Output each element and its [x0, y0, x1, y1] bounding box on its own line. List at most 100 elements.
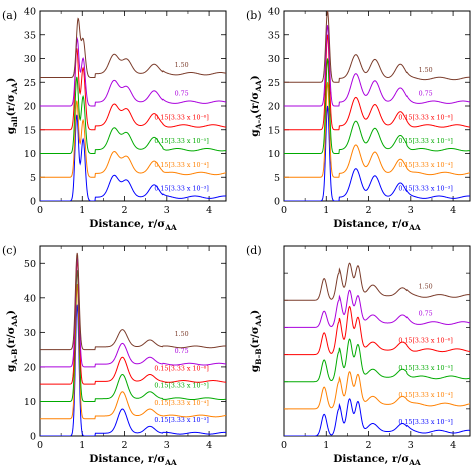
series-line — [284, 305, 470, 356]
panel-label: (b) — [246, 9, 262, 22]
series-line — [40, 48, 226, 131]
y-tick-label: 20 — [268, 102, 280, 113]
x-axis-label-sub: AA — [164, 458, 177, 466]
x-tick-label: 1 — [79, 205, 85, 216]
y-tick-label: 5 — [274, 173, 280, 184]
x-tick-label: 3 — [164, 205, 170, 216]
series-line — [40, 270, 226, 402]
x-axis-label-sub: AA — [408, 223, 421, 232]
y-axis-label: gall(r/σAA) — [5, 78, 19, 135]
x-tick-label: 1 — [79, 440, 85, 451]
x-axis-label: Distance, r/σAA — [89, 218, 177, 232]
y-tick-label: 25 — [268, 78, 280, 89]
series-label: 0.15[3.33 x 10⁻³] — [154, 186, 208, 193]
series-label: 1.50 — [419, 283, 433, 290]
series-label: 0.15[3.33 x 10⁻⁵] — [154, 383, 208, 390]
series-line — [40, 114, 226, 201]
series-label: 0.15[3.33 x 10⁻⁵] — [398, 138, 452, 145]
y-tick-label: 0 — [30, 197, 36, 208]
series-line — [40, 100, 226, 178]
series-label: 0.15[3.33 x 10⁻³] — [154, 417, 208, 424]
series-line — [284, 82, 470, 178]
x-tick-label: 3 — [164, 440, 170, 451]
series-line — [284, 34, 470, 131]
x-axis-label-sub: AA — [164, 223, 177, 232]
series-label: 0.15[3.33 x 10⁻⁶] — [398, 114, 452, 121]
y-tick-label: 10 — [24, 149, 36, 160]
panel-label: (d) — [246, 244, 262, 257]
series-line — [284, 289, 470, 328]
y-tick-label: 20 — [24, 362, 36, 373]
series-line — [40, 76, 226, 154]
x-tick-label: 4 — [450, 440, 456, 451]
x-tick-label: 4 — [206, 440, 212, 451]
series-line — [40, 36, 226, 107]
y-tick-label: 50 — [24, 259, 36, 270]
y-tick-label: 15 — [268, 125, 280, 136]
series-line — [284, 11, 470, 83]
series-label: 0.75 — [175, 91, 189, 98]
series-label: 0.75 — [175, 348, 189, 355]
x-tick-label: 1 — [323, 440, 329, 451]
y-axis-label: gA–A(r/σAA) — [249, 75, 263, 136]
y-tick-label: 25 — [24, 78, 36, 89]
y-axis-label: gA–B(r/σAA) — [5, 310, 19, 372]
y-tick-label: 30 — [268, 54, 280, 65]
series-label: 0.15[3.33 x 10⁻⁶] — [154, 365, 208, 372]
series-label: 0.15[3.33 x 10⁻⁶] — [398, 338, 452, 345]
y-tick-label: 10 — [268, 149, 280, 160]
series-line — [40, 252, 226, 351]
panel-label: (a) — [2, 9, 17, 22]
x-axis-label: Distance, r/σAA — [89, 453, 177, 466]
y-tick-label: 15 — [24, 125, 36, 136]
series-label: 1.50 — [419, 67, 433, 74]
series-line — [40, 259, 226, 385]
series-line — [40, 256, 226, 368]
plot-frame-c — [39, 245, 227, 437]
y-tick-label: 35 — [24, 30, 36, 41]
y-tick-label: 0 — [274, 197, 280, 208]
series-line — [284, 371, 470, 410]
y-tick-label: 40 — [24, 7, 36, 18]
series-label: 1.50 — [175, 331, 189, 338]
plot-frame-d — [283, 245, 471, 437]
series-label: 0.15[3.33 x 10⁻⁴] — [154, 162, 208, 169]
x-tick-label: 0 — [281, 205, 287, 216]
series-line — [40, 283, 226, 420]
x-tick-label: 0 — [281, 440, 287, 451]
x-tick-label: 3 — [408, 440, 414, 451]
series-label: 0.15[3.33 x 10⁻⁶] — [154, 114, 208, 121]
x-tick-label: 0 — [37, 205, 43, 216]
series-label: 0.15[3.33 x 10⁻³] — [398, 186, 452, 193]
x-axis-label-sub: AA — [408, 458, 421, 466]
y-tick-label: 40 — [268, 7, 280, 18]
series-label: 0.15[3.33 x 10⁻⁴] — [154, 400, 208, 407]
y-tick-label: 10 — [24, 397, 36, 408]
series-label: 0.15[3.33 x 10⁻⁴] — [398, 162, 452, 169]
series-line — [40, 304, 226, 436]
series-label: 0.15[3.33 x 10⁻⁵] — [398, 365, 452, 372]
series-label: 0.75 — [419, 310, 433, 317]
x-tick-label: 3 — [408, 205, 414, 216]
x-tick-label: 4 — [450, 205, 456, 216]
series-label: 0.15[3.33 x 10⁻⁵] — [154, 138, 208, 145]
x-tick-label: 2 — [122, 205, 128, 216]
series-label: 1.50 — [175, 62, 189, 69]
panel-d: 0 1 2 3 4 0.15[3.33 x 10⁻³] 0.15[3.33 x 10⁻⁴] 0… — [246, 244, 471, 466]
panel-label: (c) — [2, 244, 17, 257]
series-label: 0.75 — [419, 91, 433, 98]
series-line — [284, 398, 470, 436]
x-axis-label: Distance, r/σAA — [333, 453, 421, 466]
y-tick-label: 30 — [24, 328, 36, 339]
y-tick-label: 35 — [268, 30, 280, 41]
x-tick-label: 1 — [323, 205, 329, 216]
y-tick-label: 40 — [24, 293, 36, 304]
x-tick-label: 0 — [37, 440, 43, 451]
y-tick-label: 20 — [24, 102, 36, 113]
series-line — [40, 17, 226, 78]
y-tick-label: 0 — [30, 432, 36, 443]
